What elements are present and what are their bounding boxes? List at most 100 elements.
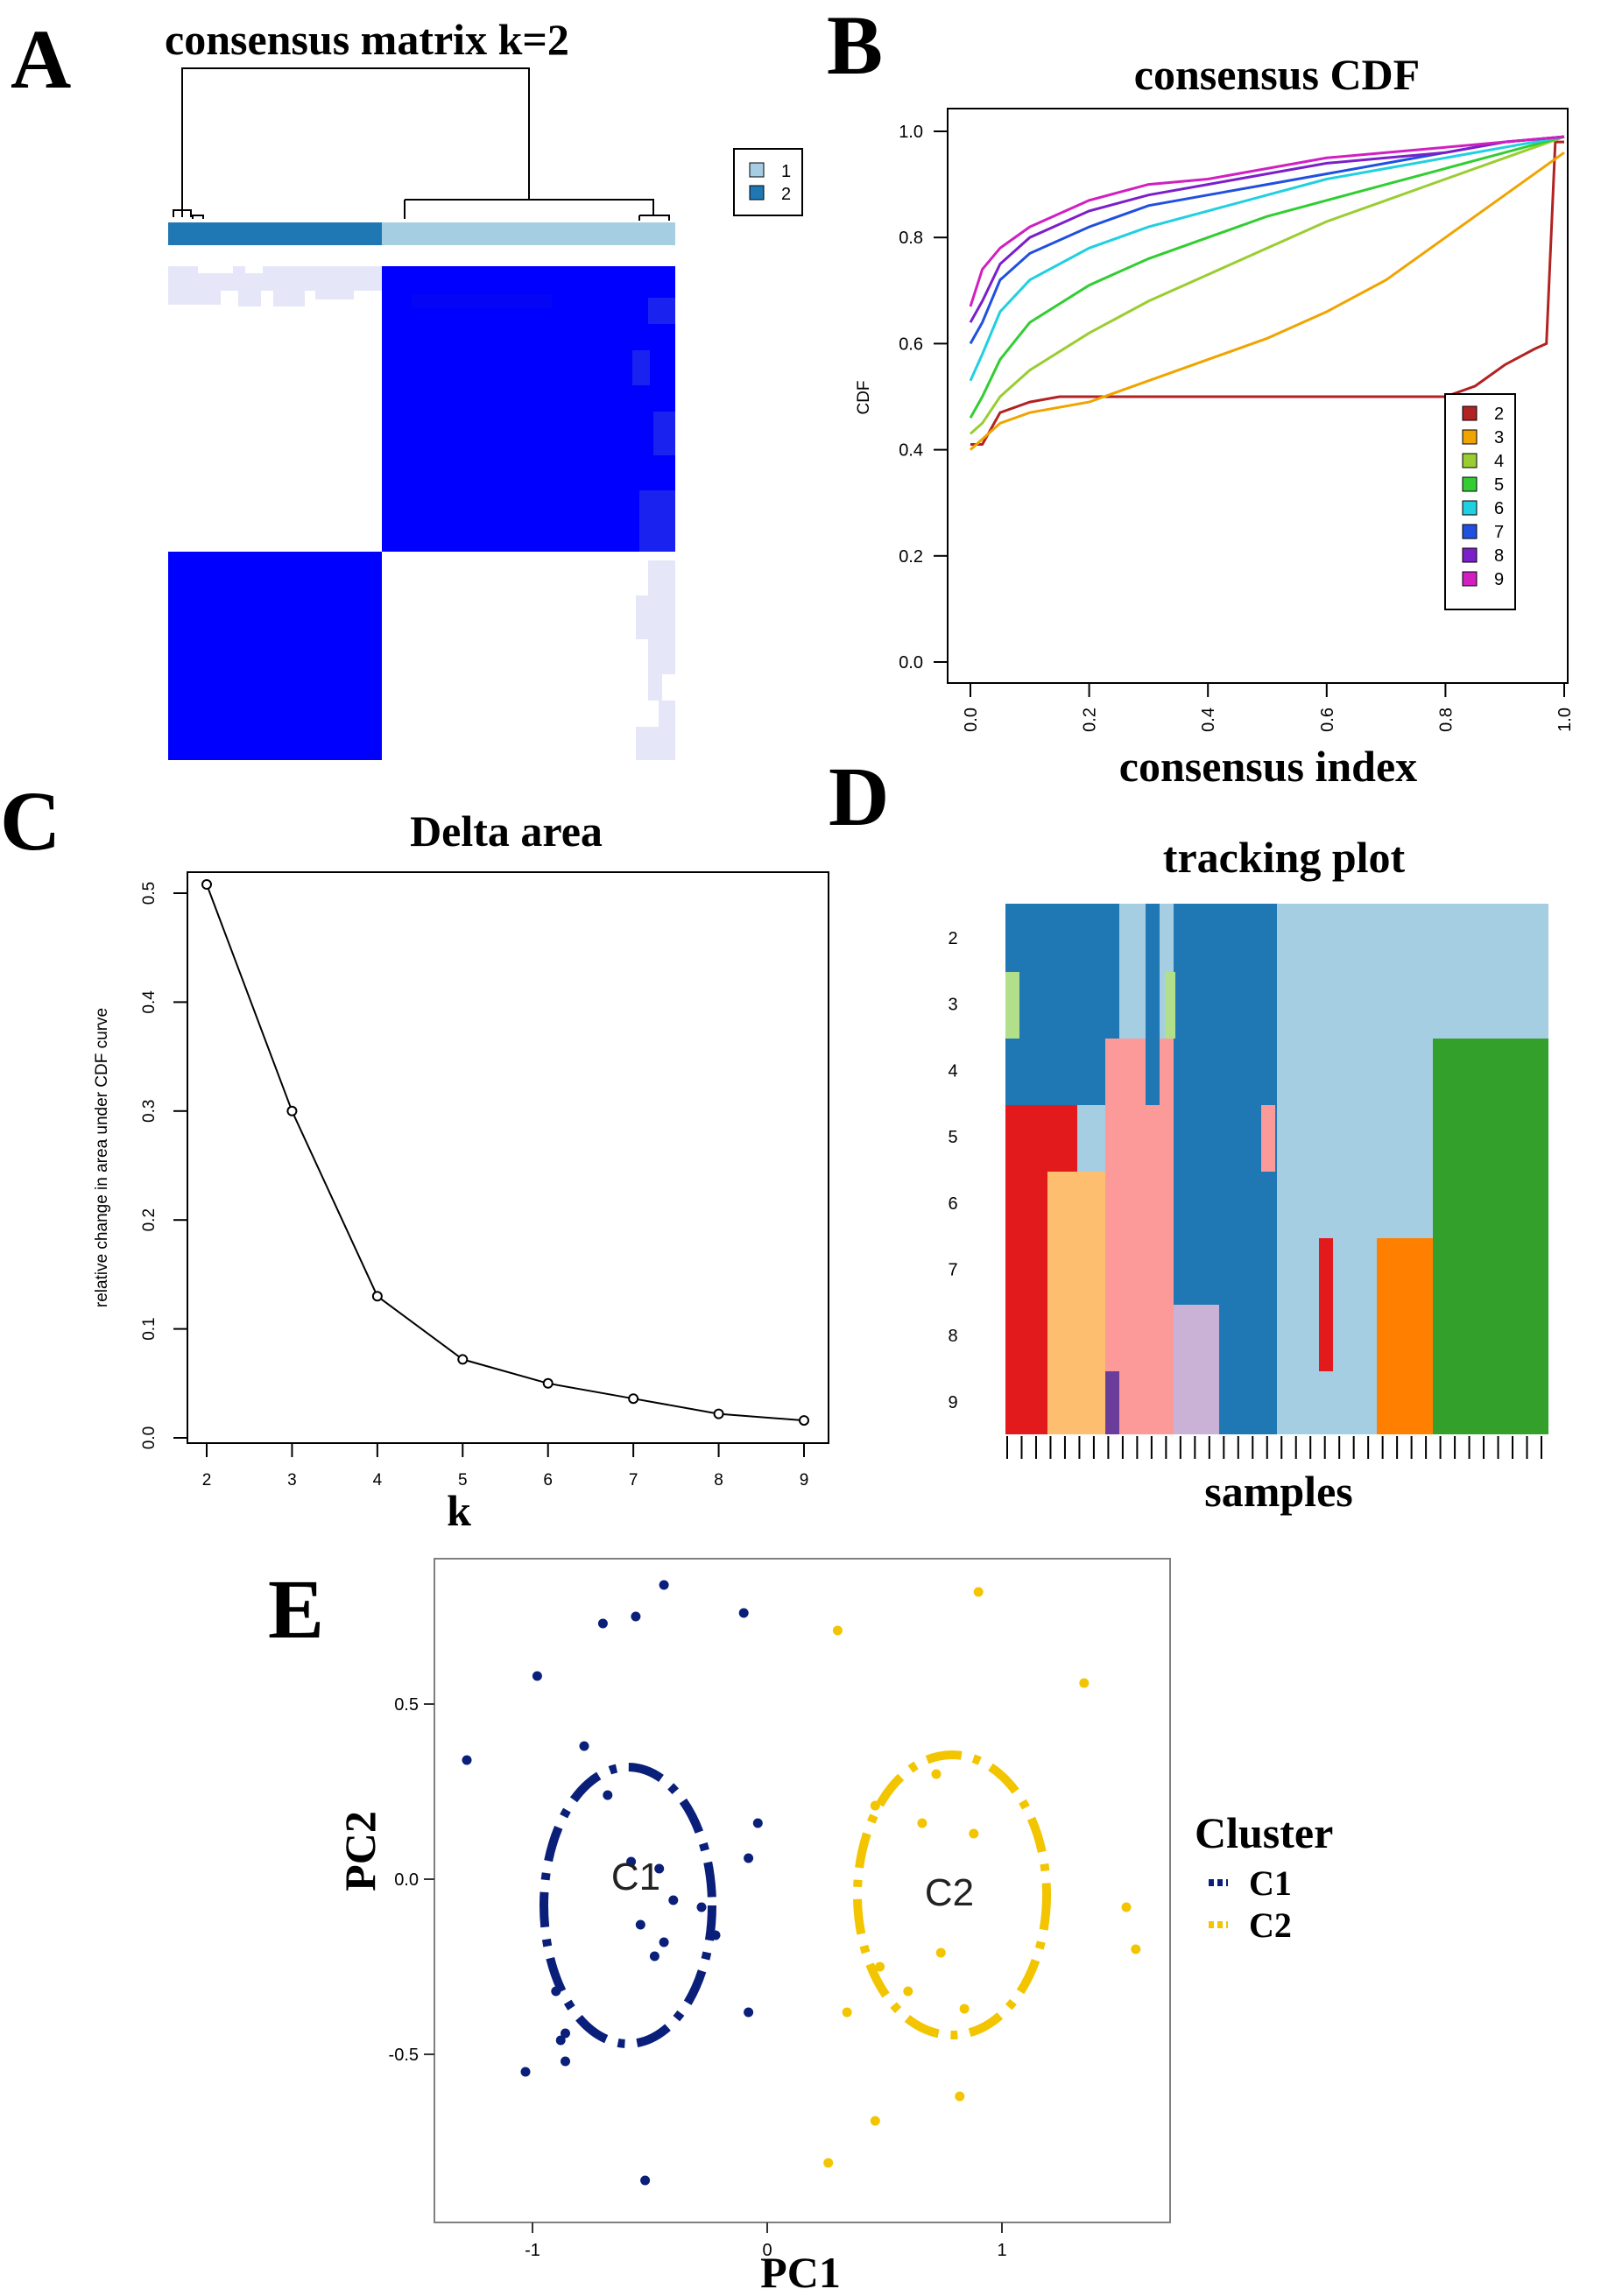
- tracking-cell: [1165, 972, 1175, 1039]
- row-label-k5: 5: [948, 1128, 957, 1147]
- y-tick-label: 0.4: [140, 990, 159, 1014]
- panel-b-axes: 0.0 0.2 0.4 0.6 0.8 1.0 0.0 0.2 0.4 0.6 0.8 1.0: [899, 123, 1575, 732]
- delta-point-k3: [286, 1105, 298, 1116]
- y-tick-label: 0.6: [899, 335, 923, 354]
- cdf-line-k5: [969, 135, 1565, 419]
- x-tick-label: 2: [202, 1471, 212, 1490]
- point-c2: [959, 2004, 970, 2014]
- point-c2: [973, 1587, 984, 1597]
- cluster-bar-2: [168, 222, 382, 245]
- heatmap-cell: [198, 266, 233, 273]
- point-c2: [875, 1961, 885, 1972]
- legend-key-k7: [1462, 524, 1478, 539]
- y-tick-label: 0.0: [394, 1870, 419, 1890]
- panel-b-ylabel: CDF: [855, 380, 873, 414]
- panel-b: B consensus CDF 0.0 0.2 0.4 0.6 0.8 1.0 0.0 0.2…: [827, 0, 1575, 791]
- panel-e-ylabel: PC2: [335, 1811, 384, 1891]
- point-c2: [935, 1947, 946, 1958]
- point-c2: [1131, 1944, 1141, 1954]
- row-label-k6: 6: [948, 1194, 957, 1214]
- heatmap-cell: [632, 350, 650, 385]
- centroid-label-c2: C2: [925, 1871, 974, 1914]
- point-c2: [832, 1625, 843, 1636]
- dendrogram: [173, 67, 670, 221]
- legend-label-k9: 9: [1494, 570, 1504, 589]
- tracking-cell: [1005, 904, 1119, 1105]
- panel-e: E -1 0 1 0.5 0.0 -0.5 C1 C2 PC2 PC1 Cluster C…: [268, 1558, 1333, 2296]
- panel-c-ylabel: relative change in area under CDF curve: [93, 1008, 111, 1307]
- tracking-cell: [1146, 904, 1160, 1105]
- x-tick-label: 0.8: [1436, 708, 1456, 732]
- heatmap-cell: [662, 674, 675, 701]
- point-c2: [842, 2007, 852, 2018]
- cdf-line-k9: [969, 135, 1565, 307]
- point-c1: [520, 2067, 531, 2077]
- legend-label-k8: 8: [1494, 546, 1504, 566]
- x-tick-label: 9: [800, 1471, 809, 1490]
- legend-key-k8: [1462, 547, 1478, 563]
- heatmap-block-2: [168, 552, 382, 760]
- point-c1: [551, 1986, 561, 1997]
- panel-d: D tracking plot: [829, 750, 1548, 1516]
- heatmap-cell: [238, 291, 261, 306]
- y-tick-label: 1.0: [899, 123, 923, 142]
- point-c1: [654, 1863, 665, 1874]
- y-tick-label: 0.0: [899, 653, 923, 673]
- point-c2: [1121, 1902, 1132, 1912]
- panel-e-points: [462, 1580, 1141, 2186]
- point-c2: [969, 1828, 979, 1839]
- point-c2: [917, 1818, 927, 1828]
- panel-b-xlabel: consensus index: [1119, 742, 1417, 791]
- heatmap-cell: [273, 291, 305, 306]
- x-tick-label: -1: [525, 2241, 540, 2260]
- y-tick-label: 0.0: [140, 1426, 159, 1449]
- ellipse-c1: [540, 1763, 716, 2048]
- point-c2: [870, 1800, 880, 1811]
- delta-point-k2: [201, 879, 212, 891]
- legend-label-1: 1: [781, 162, 791, 181]
- heatmap-cell: [648, 298, 675, 324]
- cluster-bar-1: [382, 222, 675, 245]
- point-c1: [555, 2035, 566, 2046]
- x-tick-label: 6: [543, 1471, 553, 1490]
- dendrogram-branch: [639, 215, 670, 221]
- dendrogram-branch: [405, 199, 654, 215]
- row-label-k7: 7: [948, 1261, 957, 1280]
- point-c2: [931, 1769, 942, 1779]
- point-c1: [744, 2007, 754, 2018]
- heatmap-cell: [639, 490, 675, 552]
- tracking-cell: [1174, 1305, 1219, 1434]
- point-c1: [710, 1930, 721, 1940]
- point-c1: [696, 1902, 707, 1912]
- point-c1: [659, 1580, 669, 1590]
- legend-key-k2: [1462, 405, 1478, 421]
- legend-key-k9: [1462, 571, 1478, 587]
- heatmap-cell: [636, 727, 675, 760]
- y-tick-label: 0.5: [394, 1695, 419, 1715]
- row-label-k4: 4: [948, 1061, 957, 1081]
- panel-e-plot-frame: [434, 1558, 1171, 2223]
- panel-a: A consensus matrix k=2: [11, 12, 803, 760]
- heatmap-cell: [245, 266, 263, 273]
- panel-letter-a: A: [11, 12, 71, 106]
- panel-c: C Delta area 0.00.10.20.30.40.52 3 4 5 6 7 8 9 …: [0, 774, 829, 1535]
- legend-key-2: [749, 185, 765, 201]
- tracking-cell: [1146, 1105, 1160, 1434]
- y-tick-label: 0.2: [140, 1208, 159, 1231]
- dendrogram-branch: [173, 209, 192, 217]
- legend-title: Cluster: [1195, 1808, 1333, 1857]
- delta-point-k9: [799, 1415, 809, 1426]
- x-tick-label: 8: [714, 1471, 723, 1490]
- x-tick-label: 1: [997, 2241, 1006, 2260]
- legend-label-k2: 2: [1494, 405, 1504, 424]
- dendrogram-branch: [181, 67, 530, 217]
- x-tick-label: 0: [762, 2241, 772, 2260]
- y-tick-label: 0.5: [140, 882, 159, 905]
- point-c2: [870, 2116, 880, 2126]
- tracking-heatmap: [1005, 904, 1548, 1434]
- point-c1: [626, 1856, 637, 1867]
- legend-key-k5: [1462, 476, 1478, 492]
- panel-a-legend: 1 2: [733, 148, 803, 216]
- tracking-cell: [1105, 1371, 1119, 1434]
